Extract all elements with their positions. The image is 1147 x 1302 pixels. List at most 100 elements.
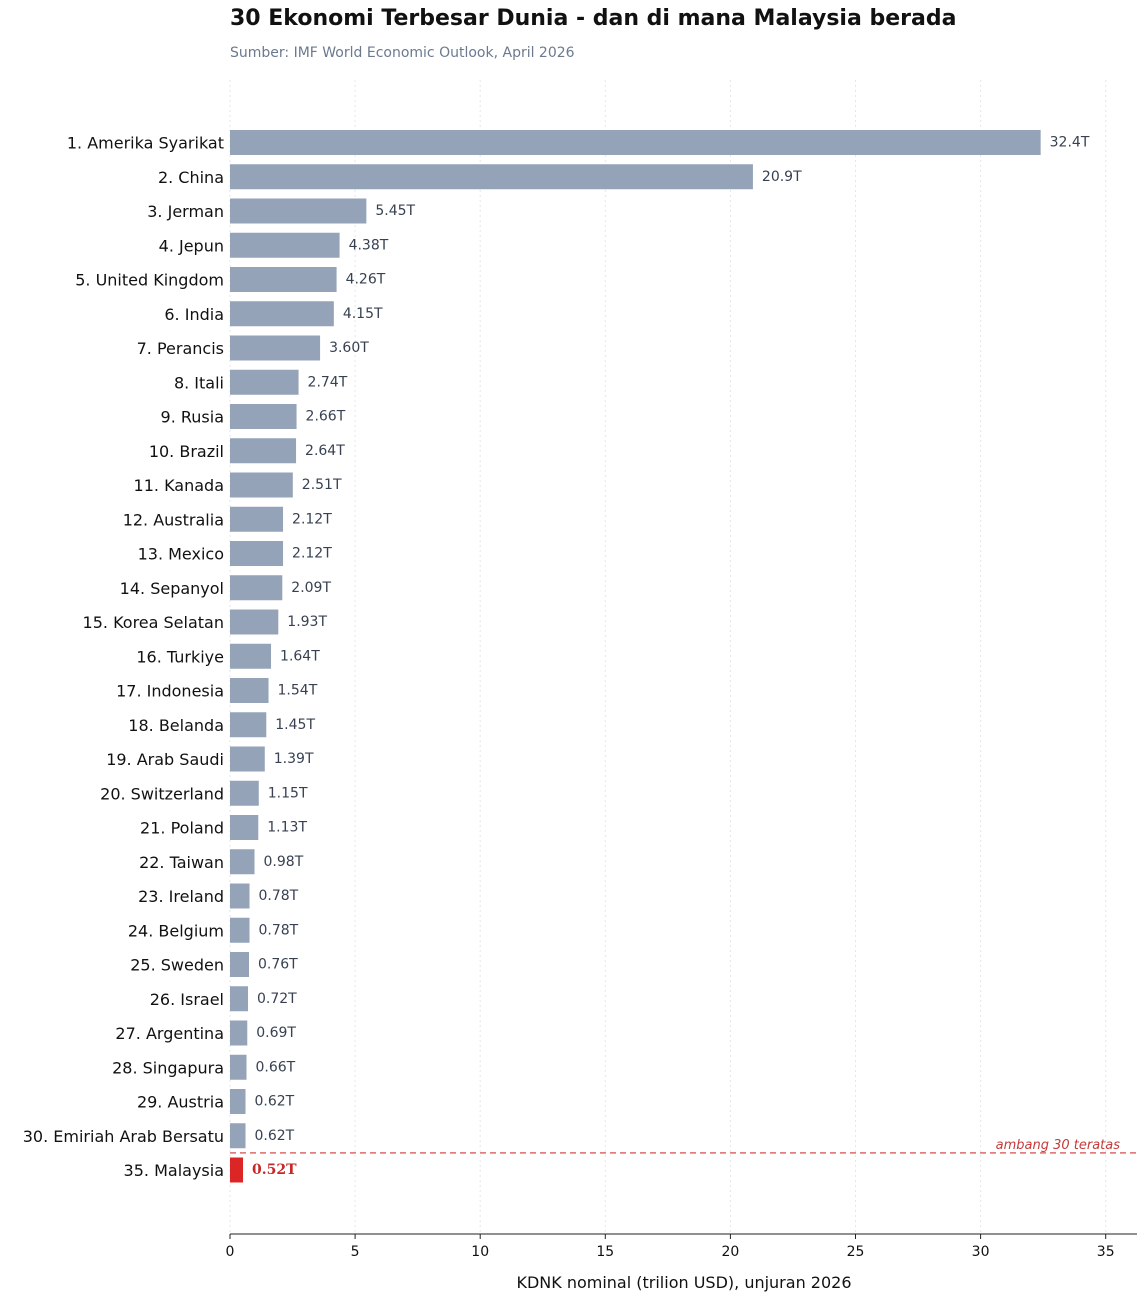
value-label: 4.15T: [343, 306, 383, 322]
category-label: 7. Perancis: [137, 339, 224, 358]
category-label: 14. Sepanyol: [120, 579, 224, 598]
category-label: 21. Poland: [140, 819, 224, 838]
bar: [230, 164, 753, 190]
bar: [230, 404, 297, 429]
value-label: 2.51T: [302, 477, 342, 493]
value-label: 2.12T: [292, 546, 332, 562]
value-label: 0.78T: [259, 922, 299, 938]
value-label: 1.54T: [278, 683, 318, 699]
category-label: 25. Sweden: [130, 956, 224, 975]
bar: [230, 780, 259, 806]
value-label: 2.12T: [292, 511, 332, 527]
bar: [230, 232, 340, 258]
value-label: 20.9T: [762, 169, 802, 185]
category-label: 4. Jepun: [159, 236, 224, 255]
x-tick-label: 35: [1097, 1244, 1115, 1260]
bar: [230, 849, 255, 875]
bar: [230, 1054, 247, 1080]
threshold-annotation: ambang 30 teratas: [996, 1138, 1121, 1153]
category-label: 29. Austria: [137, 1093, 224, 1112]
bar: [230, 472, 293, 498]
bar: [230, 643, 272, 669]
chart-title: 30 Ekonomi Terbesar Dunia - dan di mana …: [230, 6, 957, 31]
x-tick-label: 5: [351, 1244, 360, 1260]
category-label: 19. Arab Saudi: [106, 750, 224, 769]
category-label: 1. Amerika Syarikat: [67, 134, 224, 153]
value-label: 1.64T: [280, 648, 320, 664]
bar: [230, 712, 267, 738]
category-label: 16. Turkiye: [136, 647, 224, 666]
bar: [230, 815, 259, 840]
category-label: 6. India: [164, 305, 224, 324]
category-label: 17. Indonesia: [116, 682, 224, 701]
x-tick-label: 15: [596, 1244, 614, 1260]
value-label: 2.66T: [306, 409, 346, 425]
category-label: 10. Brazil: [149, 442, 224, 461]
value-label: 1.45T: [275, 717, 315, 733]
bar: [230, 369, 299, 395]
category-label: 5. United Kingdom: [75, 271, 224, 290]
category-label: 18. Belanda: [128, 716, 224, 735]
chart-subtitle: Sumber: IMF World Economic Outlook, Apri…: [230, 45, 575, 61]
value-label: 0.69T: [256, 1025, 296, 1041]
value-label: 4.26T: [346, 272, 386, 288]
category-label: 15. Korea Selatan: [83, 613, 224, 632]
bar: [230, 301, 334, 327]
value-label: 0.78T: [259, 888, 299, 904]
category-label: 26. Israel: [150, 990, 224, 1009]
bar: [230, 678, 269, 703]
bar: [230, 986, 249, 1012]
category-label: 24. Belgium: [128, 921, 224, 940]
category-label: 2. China: [158, 168, 224, 187]
category-label: 12. Australia: [123, 510, 224, 529]
category-label: 8. Itali: [174, 373, 224, 392]
value-label: 5.45T: [375, 203, 415, 219]
value-label: 0.52T: [252, 1162, 297, 1178]
value-label: 3.60T: [329, 340, 369, 356]
category-label: 9. Rusia: [161, 408, 224, 427]
value-label: 1.39T: [274, 751, 314, 767]
bar: [230, 438, 297, 464]
value-label: 2.64T: [305, 443, 345, 459]
value-label: 0.66T: [256, 1059, 296, 1075]
value-label: 0.98T: [264, 854, 304, 870]
category-label: 3. Jerman: [147, 202, 224, 221]
value-label: 2.09T: [291, 580, 331, 596]
bar: [230, 198, 367, 224]
x-axis-title: KDNK nominal (trilion USD), unjuran 2026: [516, 1273, 851, 1292]
category-label: 30. Emiriah Arab Bersatu: [23, 1127, 224, 1146]
bar: [230, 883, 250, 909]
bar: [230, 746, 265, 772]
bar: [230, 1123, 246, 1149]
bar: [230, 541, 284, 566]
value-label: 0.62T: [255, 1128, 295, 1144]
value-label: 1.93T: [287, 614, 327, 630]
bar: [230, 575, 283, 601]
category-label: 20. Switzerland: [100, 784, 224, 803]
bar: [230, 1020, 248, 1046]
x-tick-label: 0: [226, 1244, 235, 1260]
bar: [230, 335, 321, 361]
bar-highlight: [230, 1157, 244, 1183]
x-tick-label: 10: [471, 1244, 489, 1260]
category-label: 28. Singapura: [112, 1058, 224, 1077]
bar: [230, 267, 337, 292]
value-label: 0.76T: [258, 957, 298, 973]
bar: [230, 506, 284, 532]
category-label: 27. Argentina: [115, 1024, 224, 1043]
value-label: 0.62T: [255, 1094, 295, 1110]
value-label: 1.13T: [267, 820, 307, 836]
x-tick-label: 25: [847, 1244, 865, 1260]
value-label: 4.38T: [349, 237, 389, 253]
bar: [230, 917, 250, 943]
category-label: 35. Malaysia: [124, 1161, 224, 1180]
x-tick-label: 20: [721, 1244, 739, 1260]
bar: [230, 130, 1041, 155]
bar: [230, 609, 279, 635]
value-label: 1.15T: [268, 785, 308, 801]
value-label: 2.74T: [308, 374, 348, 390]
category-label: 13. Mexico: [138, 545, 224, 564]
category-label: 22. Taiwan: [139, 853, 224, 872]
value-label: 0.72T: [257, 991, 297, 1007]
